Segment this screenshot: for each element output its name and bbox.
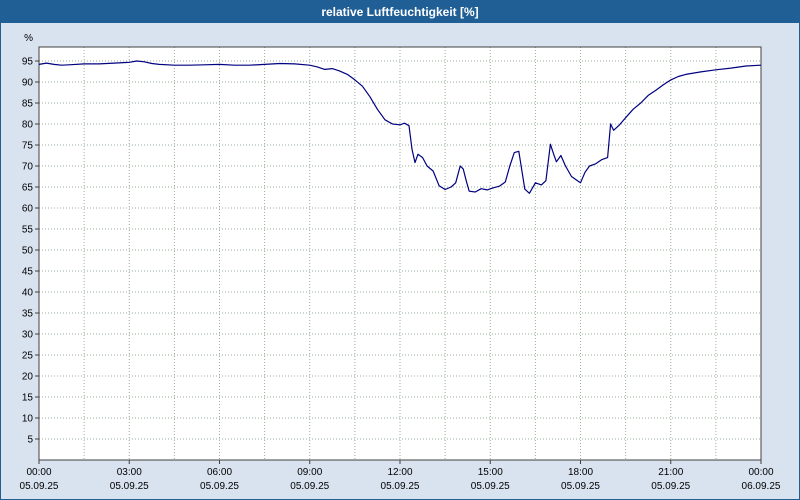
y-tick-label: 95: [22, 57, 34, 68]
x-tick-time-label: 15:00: [478, 467, 503, 478]
x-tick-date-label: 05.09.25: [110, 481, 149, 492]
x-tick-time-label: 00:00: [748, 467, 773, 478]
y-tick-label: 35: [22, 309, 34, 320]
x-tick-time-label: 03:00: [117, 467, 142, 478]
x-tick-time-label: 21:00: [658, 467, 683, 478]
x-tick-time-label: 00:00: [26, 467, 51, 478]
x-tick-time-label: 09:00: [297, 467, 322, 478]
x-tick-date-label: 05.09.25: [290, 481, 329, 492]
plot-background: [1, 23, 799, 499]
grid-lines: [39, 47, 761, 460]
y-tick-label: 25: [22, 351, 34, 362]
y-tick-label: 45: [22, 267, 34, 278]
y-tick-label: 70: [22, 162, 34, 173]
y-tick-label: 10: [22, 414, 34, 425]
y-tick-label: 60: [22, 204, 34, 215]
x-tick-date-label: 05.09.25: [651, 481, 690, 492]
x-tick-time-label: 12:00: [387, 467, 412, 478]
x-tick-date-label: 05.09.25: [471, 481, 510, 492]
y-axis-unit-label: %: [24, 33, 33, 44]
y-tick-label: 20: [22, 372, 34, 383]
y-tick-label: 40: [22, 288, 34, 299]
y-tick-label: 55: [22, 225, 34, 236]
y-tick-label: 30: [22, 330, 34, 341]
y-tick-label: 75: [22, 141, 34, 152]
x-tick-date-label: 06.09.25: [742, 481, 781, 492]
humidity-line-chart: % 95 90 85 80 75 70 65 60 55 50 45 40 35 30 25 20 15 10 5 00…: [1, 23, 799, 499]
y-tick-label: 15: [22, 393, 34, 404]
x-tick-date-label: 05.09.25: [20, 481, 59, 492]
y-tick-label: 80: [22, 120, 34, 131]
y-axis: % 95 90 85 80 75 70 65 60 55 50 45 40 35 30 25 20 15 10 5: [22, 33, 39, 446]
y-tick-label: 85: [22, 99, 34, 110]
y-tick-label: 50: [22, 246, 34, 257]
x-tick-date-label: 05.09.25: [381, 481, 420, 492]
y-tick-label: 65: [22, 183, 34, 194]
x-axis: 00:00 05.09.25 03:00 05.09.25 06:00 05.09.25 0…: [20, 460, 781, 492]
x-tick-date-label: 05.09.25: [200, 481, 239, 492]
y-tick-label: 5: [27, 435, 33, 446]
x-tick-time-label: 18:00: [568, 467, 593, 478]
chart-title: relative Luftfeuchtigkeit [%]: [321, 5, 479, 19]
x-tick-time-label: 06:00: [207, 467, 232, 478]
series-line: [38, 60, 762, 194]
humidity-series-path: [38, 60, 762, 194]
x-tick-date-label: 05.09.25: [561, 481, 600, 492]
chart-title-bar: relative Luftfeuchtigkeit [%]: [1, 1, 799, 23]
y-tick-label: 90: [22, 78, 34, 89]
